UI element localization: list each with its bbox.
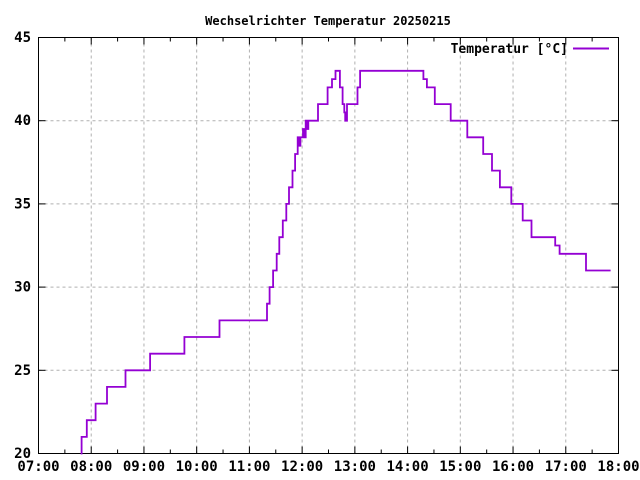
x-tick-label: 15:00 [439, 459, 481, 475]
x-tick-label: 14:00 [387, 459, 429, 475]
tick-layer [38, 37, 619, 454]
temperature-series-path [80, 69, 611, 455]
y-tick-label: 30 [14, 280, 31, 296]
chart-title: Wechselrichter Temperatur 20250215 [205, 14, 451, 28]
x-tick-label: 08:00 [70, 459, 112, 475]
x-tick-label: 13:00 [334, 459, 376, 475]
y-tick-label: 45 [14, 30, 31, 46]
y-tick-label: 20 [14, 446, 31, 462]
x-tick-label: 07:00 [17, 459, 59, 475]
legend-label: Temperatur [°C] [451, 42, 568, 57]
y-tick-label: 25 [14, 363, 31, 379]
x-tick-label: 16:00 [492, 459, 534, 475]
y-tick-label: 35 [14, 196, 31, 212]
x-tick-label: 12:00 [281, 459, 323, 475]
x-tick-label: 17:00 [545, 459, 587, 475]
x-tick-label: 09:00 [123, 459, 165, 475]
x-tick-label: 10:00 [176, 459, 218, 475]
axis-label-layer: 07:00 08:00 09:00 10:00 11:00 12:00 13:00 14:00… [14, 30, 639, 475]
plot-border [38, 37, 619, 454]
x-tick-label: 11:00 [228, 459, 270, 475]
y-tick-label: 40 [14, 113, 31, 129]
x-tick-label: 18:00 [597, 459, 639, 475]
